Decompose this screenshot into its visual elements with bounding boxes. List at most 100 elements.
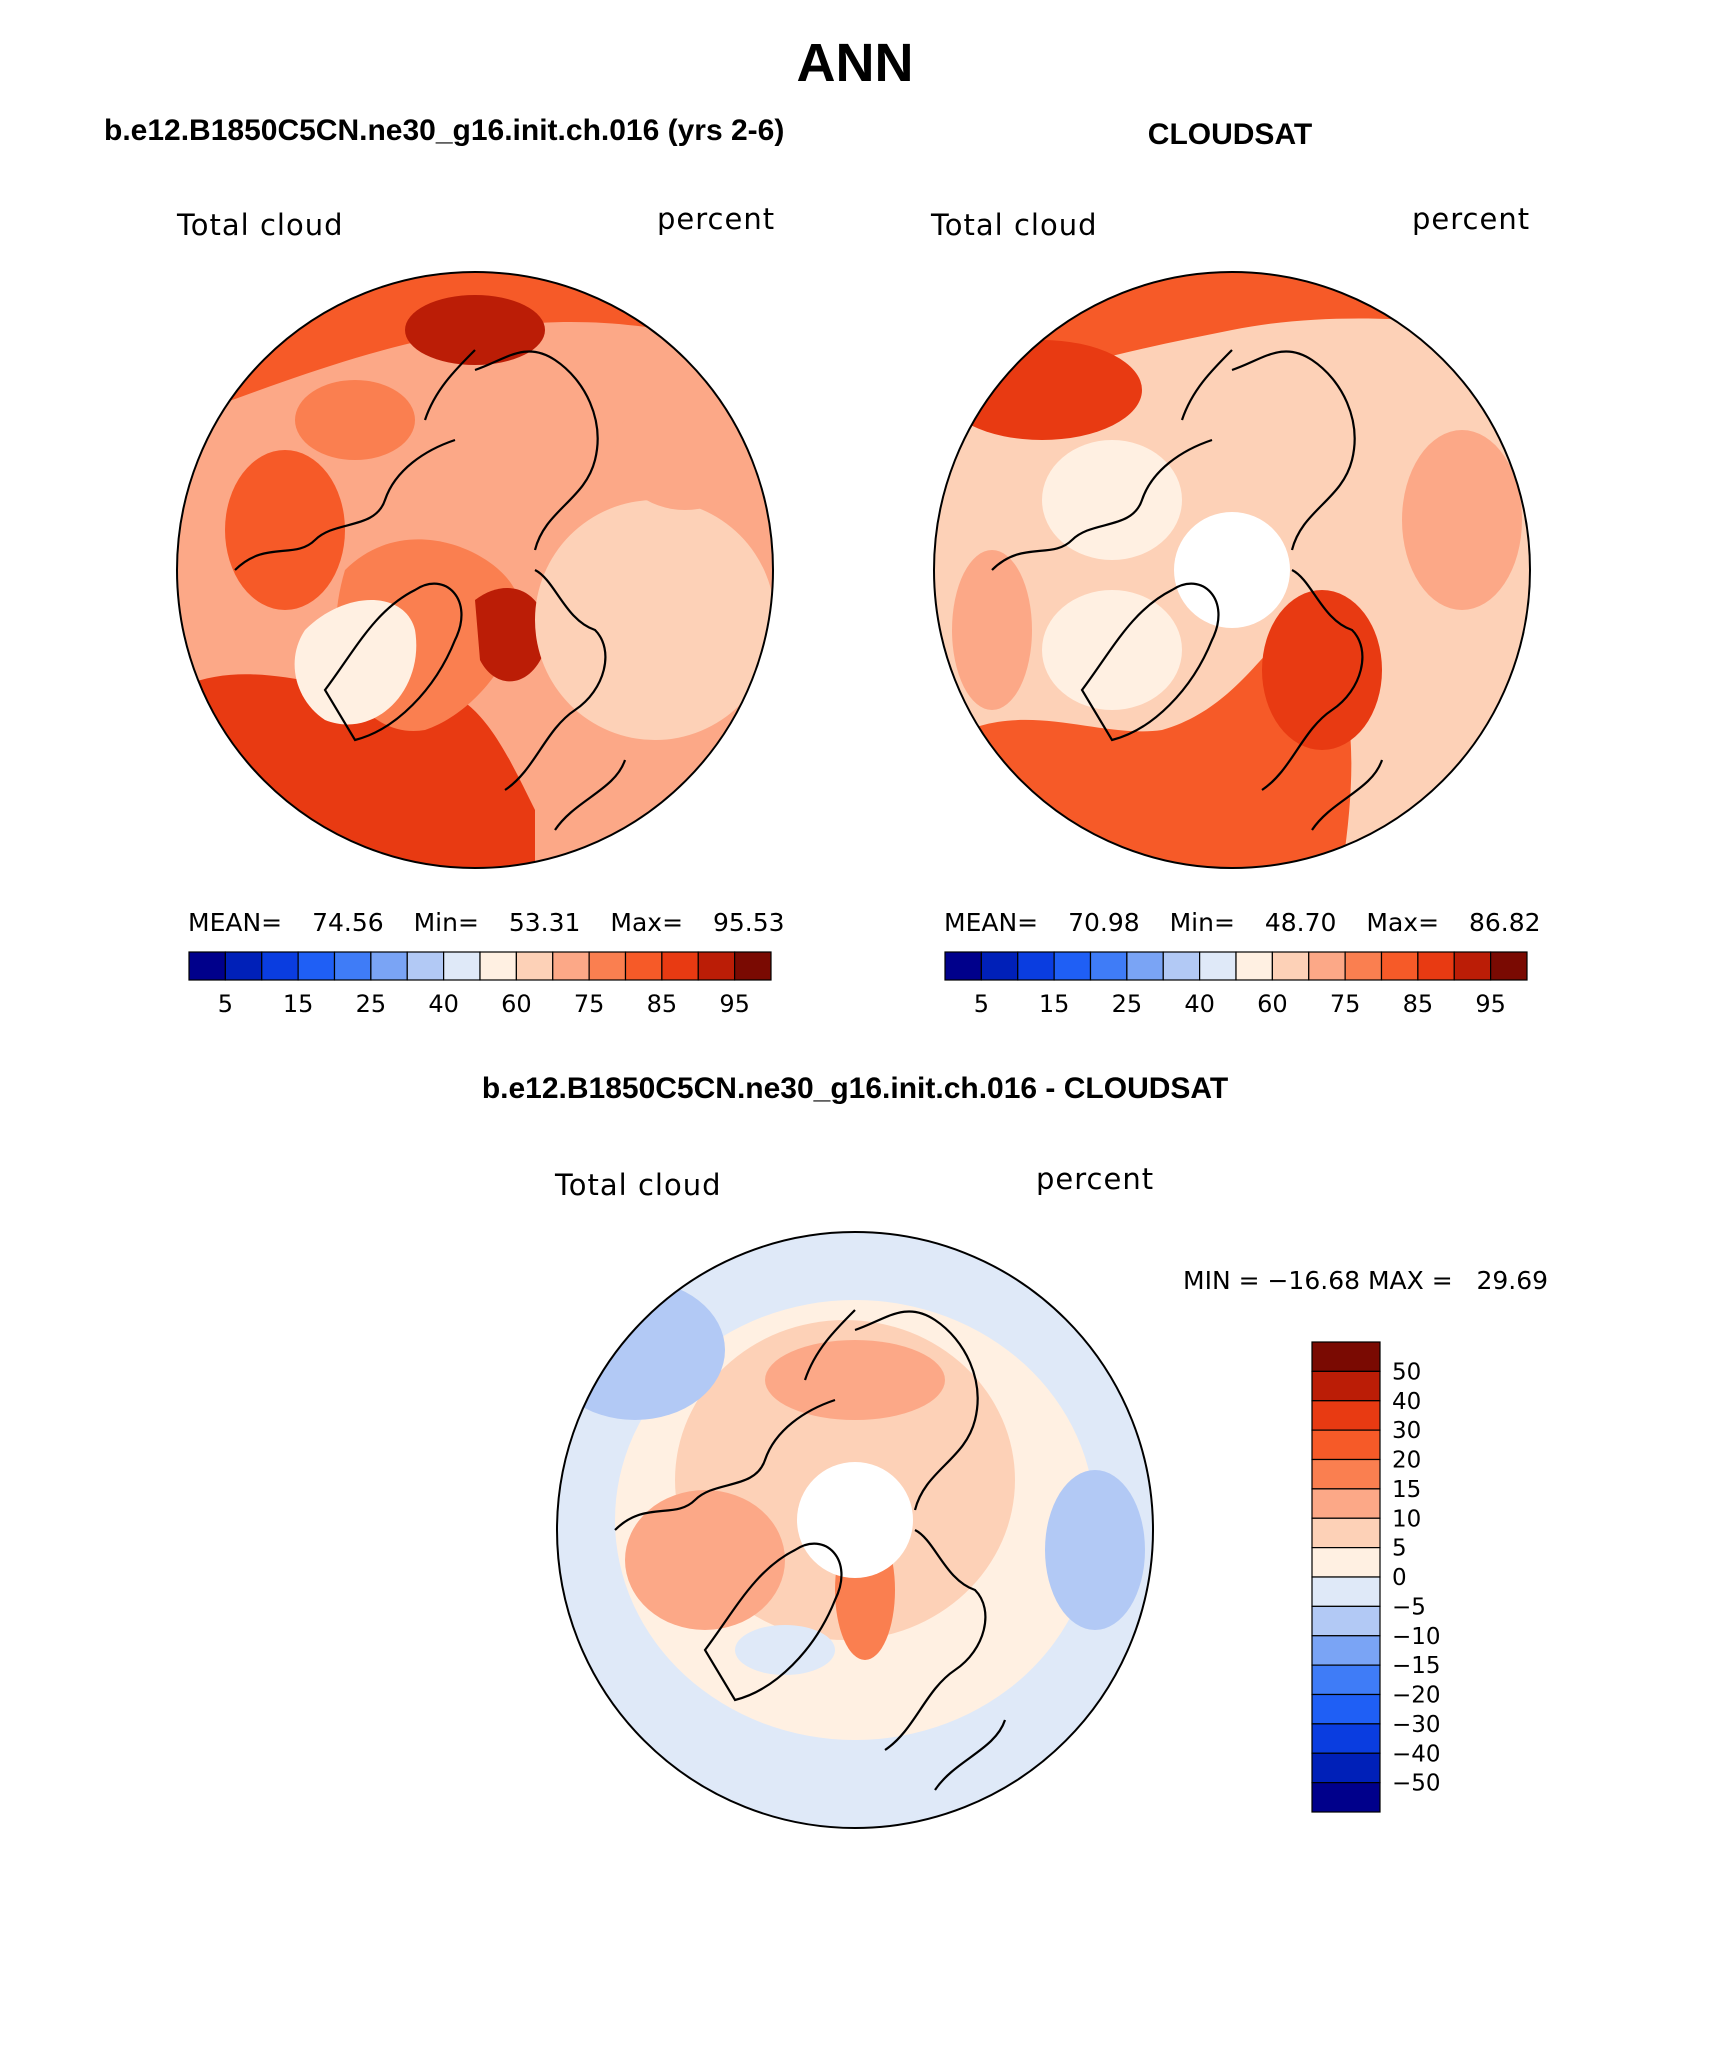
colorbar-swatch <box>1271 951 1310 981</box>
colorbar-swatch <box>1311 1370 1381 1402</box>
pole-hole <box>797 1462 913 1578</box>
colorbar-tick-label: 60 <box>1257 990 1288 1018</box>
colorbar-tick-label: 5 <box>1392 1536 1407 1562</box>
colorbar-tick-label: 30 <box>1392 1418 1421 1444</box>
diff-variable-label: Total cloud <box>555 1168 722 1202</box>
colorbar-tick-label: −20 <box>1392 1683 1441 1709</box>
colorbar-swatch <box>1311 1547 1381 1578</box>
colorbar-swatch <box>588 951 627 981</box>
colorbar-swatch <box>1017 951 1055 981</box>
model-polar-map <box>176 271 774 869</box>
colorbar-swatch <box>261 951 299 981</box>
mean-value: 74.56 <box>312 908 384 937</box>
max-label: Max= <box>1366 908 1440 937</box>
min-label: Min= <box>1169 908 1235 937</box>
obs-stats: MEAN= 70.98 Min= 48.70 Max= 86.82 <box>944 908 1541 937</box>
page-title: ANN <box>796 33 914 93</box>
min-value: 48.70 <box>1264 908 1337 937</box>
colorbar-swatch <box>1311 1400 1381 1431</box>
min-value: 53.31 <box>508 908 581 937</box>
colorbar-swatch <box>1235 951 1273 981</box>
mean-value: 70.98 <box>1068 908 1140 937</box>
coastline-lines <box>614 1309 1007 1791</box>
colorbar-tick-label: 85 <box>647 990 678 1018</box>
colorbar-swatch <box>1311 1576 1381 1607</box>
coastline-lines <box>234 349 627 831</box>
colorbar-tick-label: −30 <box>1392 1712 1441 1738</box>
max-label: Max= <box>610 908 684 937</box>
colorbar-swatch <box>1089 951 1128 981</box>
colorbar-tick-label: 40 <box>1184 990 1215 1018</box>
colorbar-tick-label: 25 <box>356 990 387 1018</box>
colorbar-swatch <box>1311 1752 1381 1784</box>
diff-minmax: MIN = −16.68 MAX = 29.69 <box>1183 1266 1549 1295</box>
colorbar-tick-label: −15 <box>1392 1653 1441 1679</box>
colorbar-swatch <box>1453 951 1492 981</box>
colorbar-tick-label: −5 <box>1392 1594 1426 1620</box>
colorbar-swatch <box>1344 951 1383 981</box>
mean-label: MEAN= <box>944 908 1039 937</box>
colorbar-tick-label: 25 <box>1112 990 1143 1018</box>
colorbar-tick-label: 15 <box>1392 1477 1421 1503</box>
colorbar-swatch <box>1490 951 1528 981</box>
colorbar-swatch <box>1311 1782 1381 1813</box>
difference-panel-title: b.e12.B1850C5CN.ne30_g16.init.ch.016 - C… <box>481 1072 1229 1105</box>
colorbar-swatch <box>1417 951 1455 981</box>
colorbar-swatch <box>1311 1605 1381 1637</box>
colorbar-swatch <box>661 951 699 981</box>
min-label: Min= <box>413 908 479 937</box>
colorbar-swatch <box>1162 951 1201 981</box>
colorbar-swatch <box>406 951 445 981</box>
colorbar-swatch <box>188 951 226 981</box>
colorbar-swatch <box>1053 951 1092 981</box>
colorbar-swatch <box>697 951 736 981</box>
colorbar-swatch <box>333 951 372 981</box>
colorbar-swatch <box>980 951 1019 981</box>
colorbar-swatch <box>515 951 554 981</box>
max-value: 86.82 <box>1469 908 1541 937</box>
obs-panel-title: CLOUDSAT <box>1147 118 1313 151</box>
colorbar-tick-label: 15 <box>283 990 314 1018</box>
colorbar-swatch <box>1311 1723 1381 1754</box>
mean-label: MEAN= <box>188 908 283 937</box>
colorbar-swatch <box>552 951 590 981</box>
obs-variable-label: Total cloud <box>931 208 1098 242</box>
model-units-label: percent <box>657 202 776 236</box>
colorbar-tick-label: 85 <box>1403 990 1434 1018</box>
model-panel-title: b.e12.B1850C5CN.ne30_g16.init.ch.016 (yr… <box>104 114 785 147</box>
obs-units-label: percent <box>1412 202 1531 236</box>
colorbar-swatch <box>624 951 663 981</box>
model-colorbar: 5 15 25 40 60 75 85 95 <box>188 951 772 1018</box>
colorbar-swatch <box>1308 951 1346 981</box>
colorbar-tick-label: 5 <box>218 990 233 1018</box>
colorbar-swatch <box>1199 951 1237 981</box>
colorbar-swatch <box>1311 1488 1381 1519</box>
model-variable-label: Total cloud <box>177 208 344 242</box>
colorbar-tick-label: 75 <box>1330 990 1361 1018</box>
pole-hole <box>1174 512 1290 628</box>
colorbar-tick-label: 60 <box>501 990 532 1018</box>
colorbar-swatch <box>1311 1458 1381 1490</box>
colorbar-swatch <box>1380 951 1419 981</box>
colorbar-swatch <box>1311 1429 1381 1461</box>
colorbar-swatch <box>1311 1517 1381 1549</box>
coastline-lines <box>991 349 1384 831</box>
colorbar-swatch <box>1311 1693 1381 1725</box>
colorbar-swatch <box>944 951 982 981</box>
colorbar-swatch <box>1126 951 1164 981</box>
colorbar-tick-label: 95 <box>1475 990 1506 1018</box>
colorbar-swatch <box>297 951 336 981</box>
colorbar-tick-label: 75 <box>574 990 605 1018</box>
colorbar-tick-label: 40 <box>428 990 459 1018</box>
colorbar-tick-label: 20 <box>1392 1448 1421 1474</box>
colorbar-tick-label: −10 <box>1392 1624 1441 1650</box>
colorbar-tick-label: 5 <box>974 990 989 1018</box>
colorbar-tick-label: 15 <box>1039 990 1070 1018</box>
colorbar-swatch <box>1311 1341 1381 1372</box>
colorbar-tick-label: −50 <box>1392 1771 1441 1797</box>
obs-colorbar: 5 15 25 40 60 75 85 95 <box>944 951 1528 1018</box>
colorbar-tick-label: 0 <box>1392 1565 1407 1591</box>
colorbar-swatch <box>734 951 772 981</box>
colorbar-swatch <box>224 951 263 981</box>
